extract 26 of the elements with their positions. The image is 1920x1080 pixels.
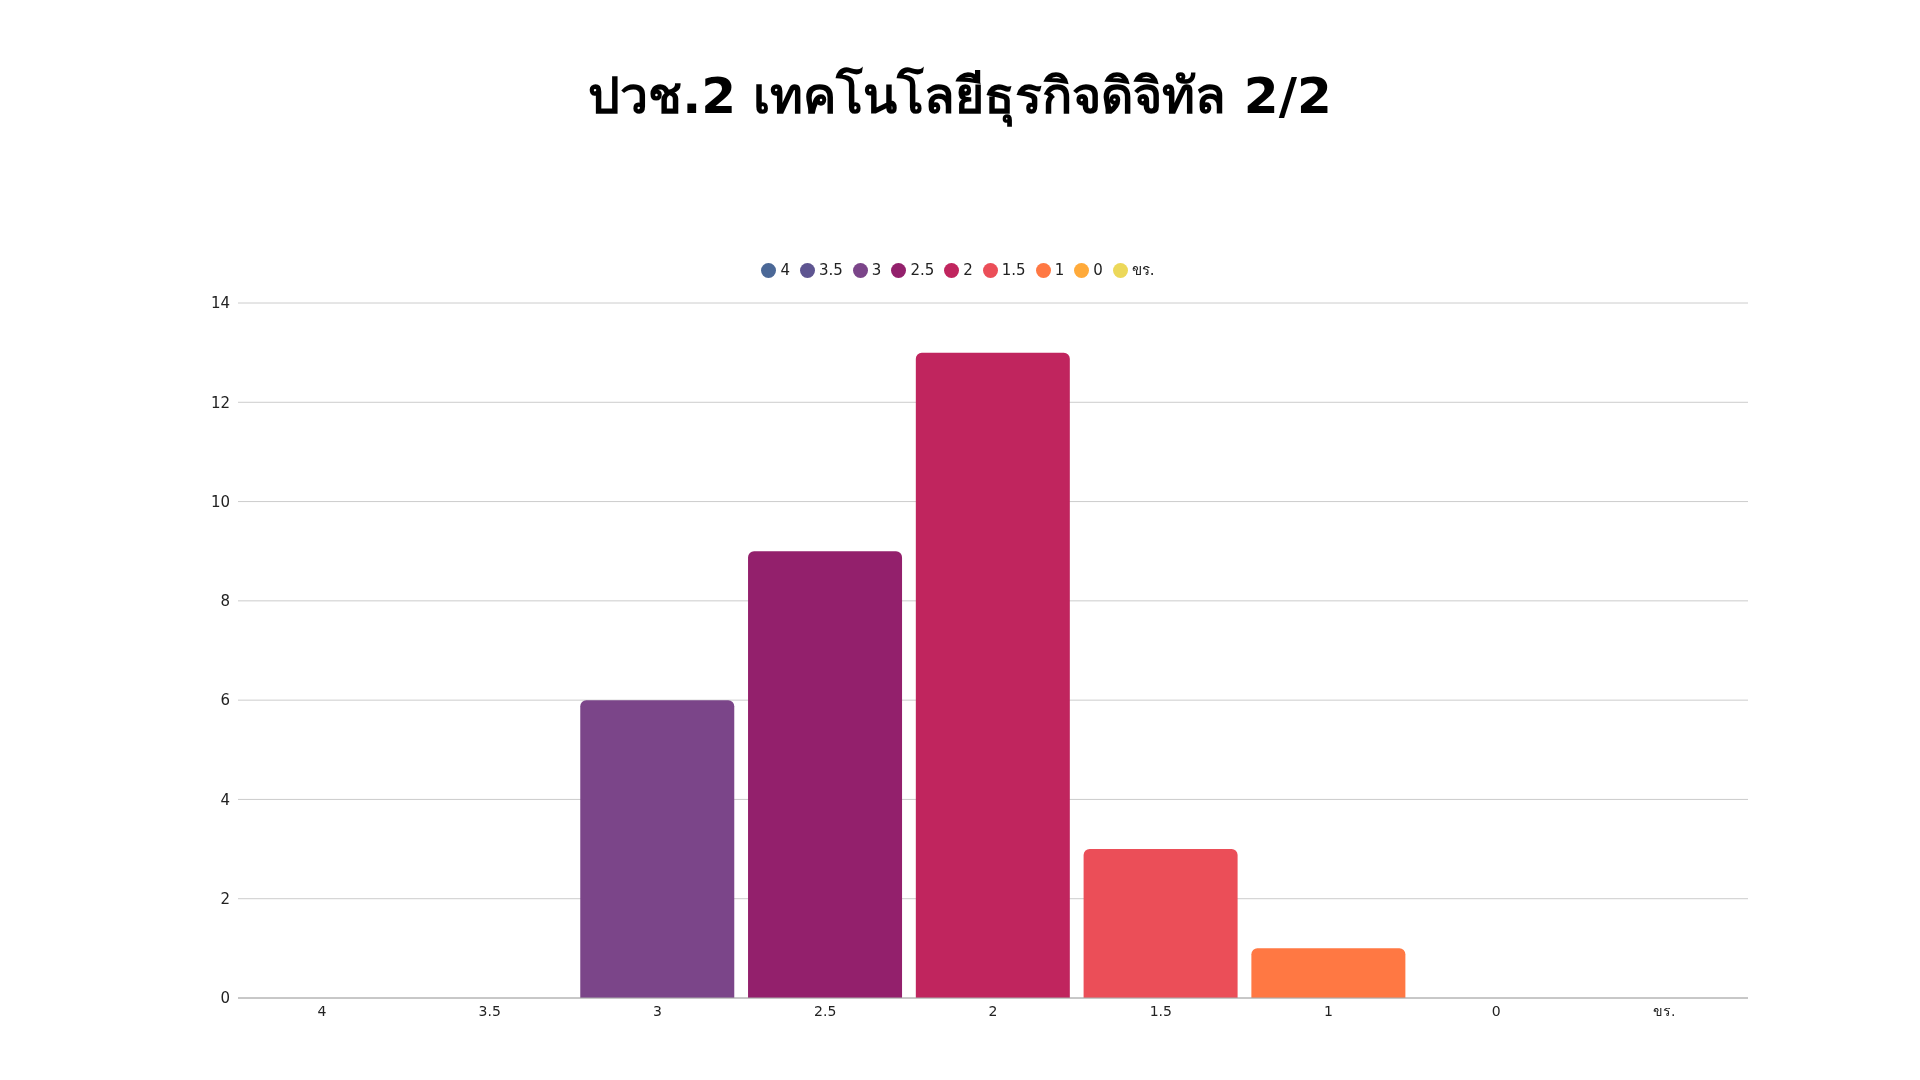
y-tick-label: 4	[220, 790, 230, 809]
y-tick-label: 6	[220, 691, 230, 710]
x-tick-label: 2	[988, 1002, 998, 1019]
legend-label: 1.5	[1001, 261, 1026, 279]
legend-label: 2.5	[910, 261, 935, 279]
legend-label: 1	[1054, 261, 1065, 279]
legend-label: 4	[780, 261, 790, 279]
y-tick-label: 10	[210, 492, 230, 511]
legend-label: 0	[1093, 261, 1103, 279]
legend-label: ขร.	[1131, 261, 1155, 279]
y-tick-label: 14	[210, 294, 230, 313]
x-tick-label: 1.5	[1149, 1002, 1172, 1019]
chart-title: ปวช.2 เทคโนโลยีธุรกิจดิจิทัล 2/2	[587, 66, 1333, 129]
x-tick-label: ขร.	[1652, 1002, 1676, 1019]
y-tick-label: 8	[220, 592, 230, 611]
legend-label: 3.5	[819, 261, 843, 279]
legend-label: 3	[871, 261, 882, 279]
x-tick-label: 2.5	[814, 1002, 837, 1019]
x-tick-label: 0	[1491, 1002, 1501, 1019]
x-tick-label: 4	[317, 1002, 327, 1019]
legend-label: 2	[963, 261, 973, 279]
x-tick-label: 1	[1324, 1002, 1334, 1019]
x-tick-label: 3.5	[478, 1002, 501, 1019]
x-tick-label: 3	[652, 1002, 662, 1019]
y-tick-label: 12	[210, 393, 230, 412]
y-tick-label: 2	[220, 890, 230, 909]
